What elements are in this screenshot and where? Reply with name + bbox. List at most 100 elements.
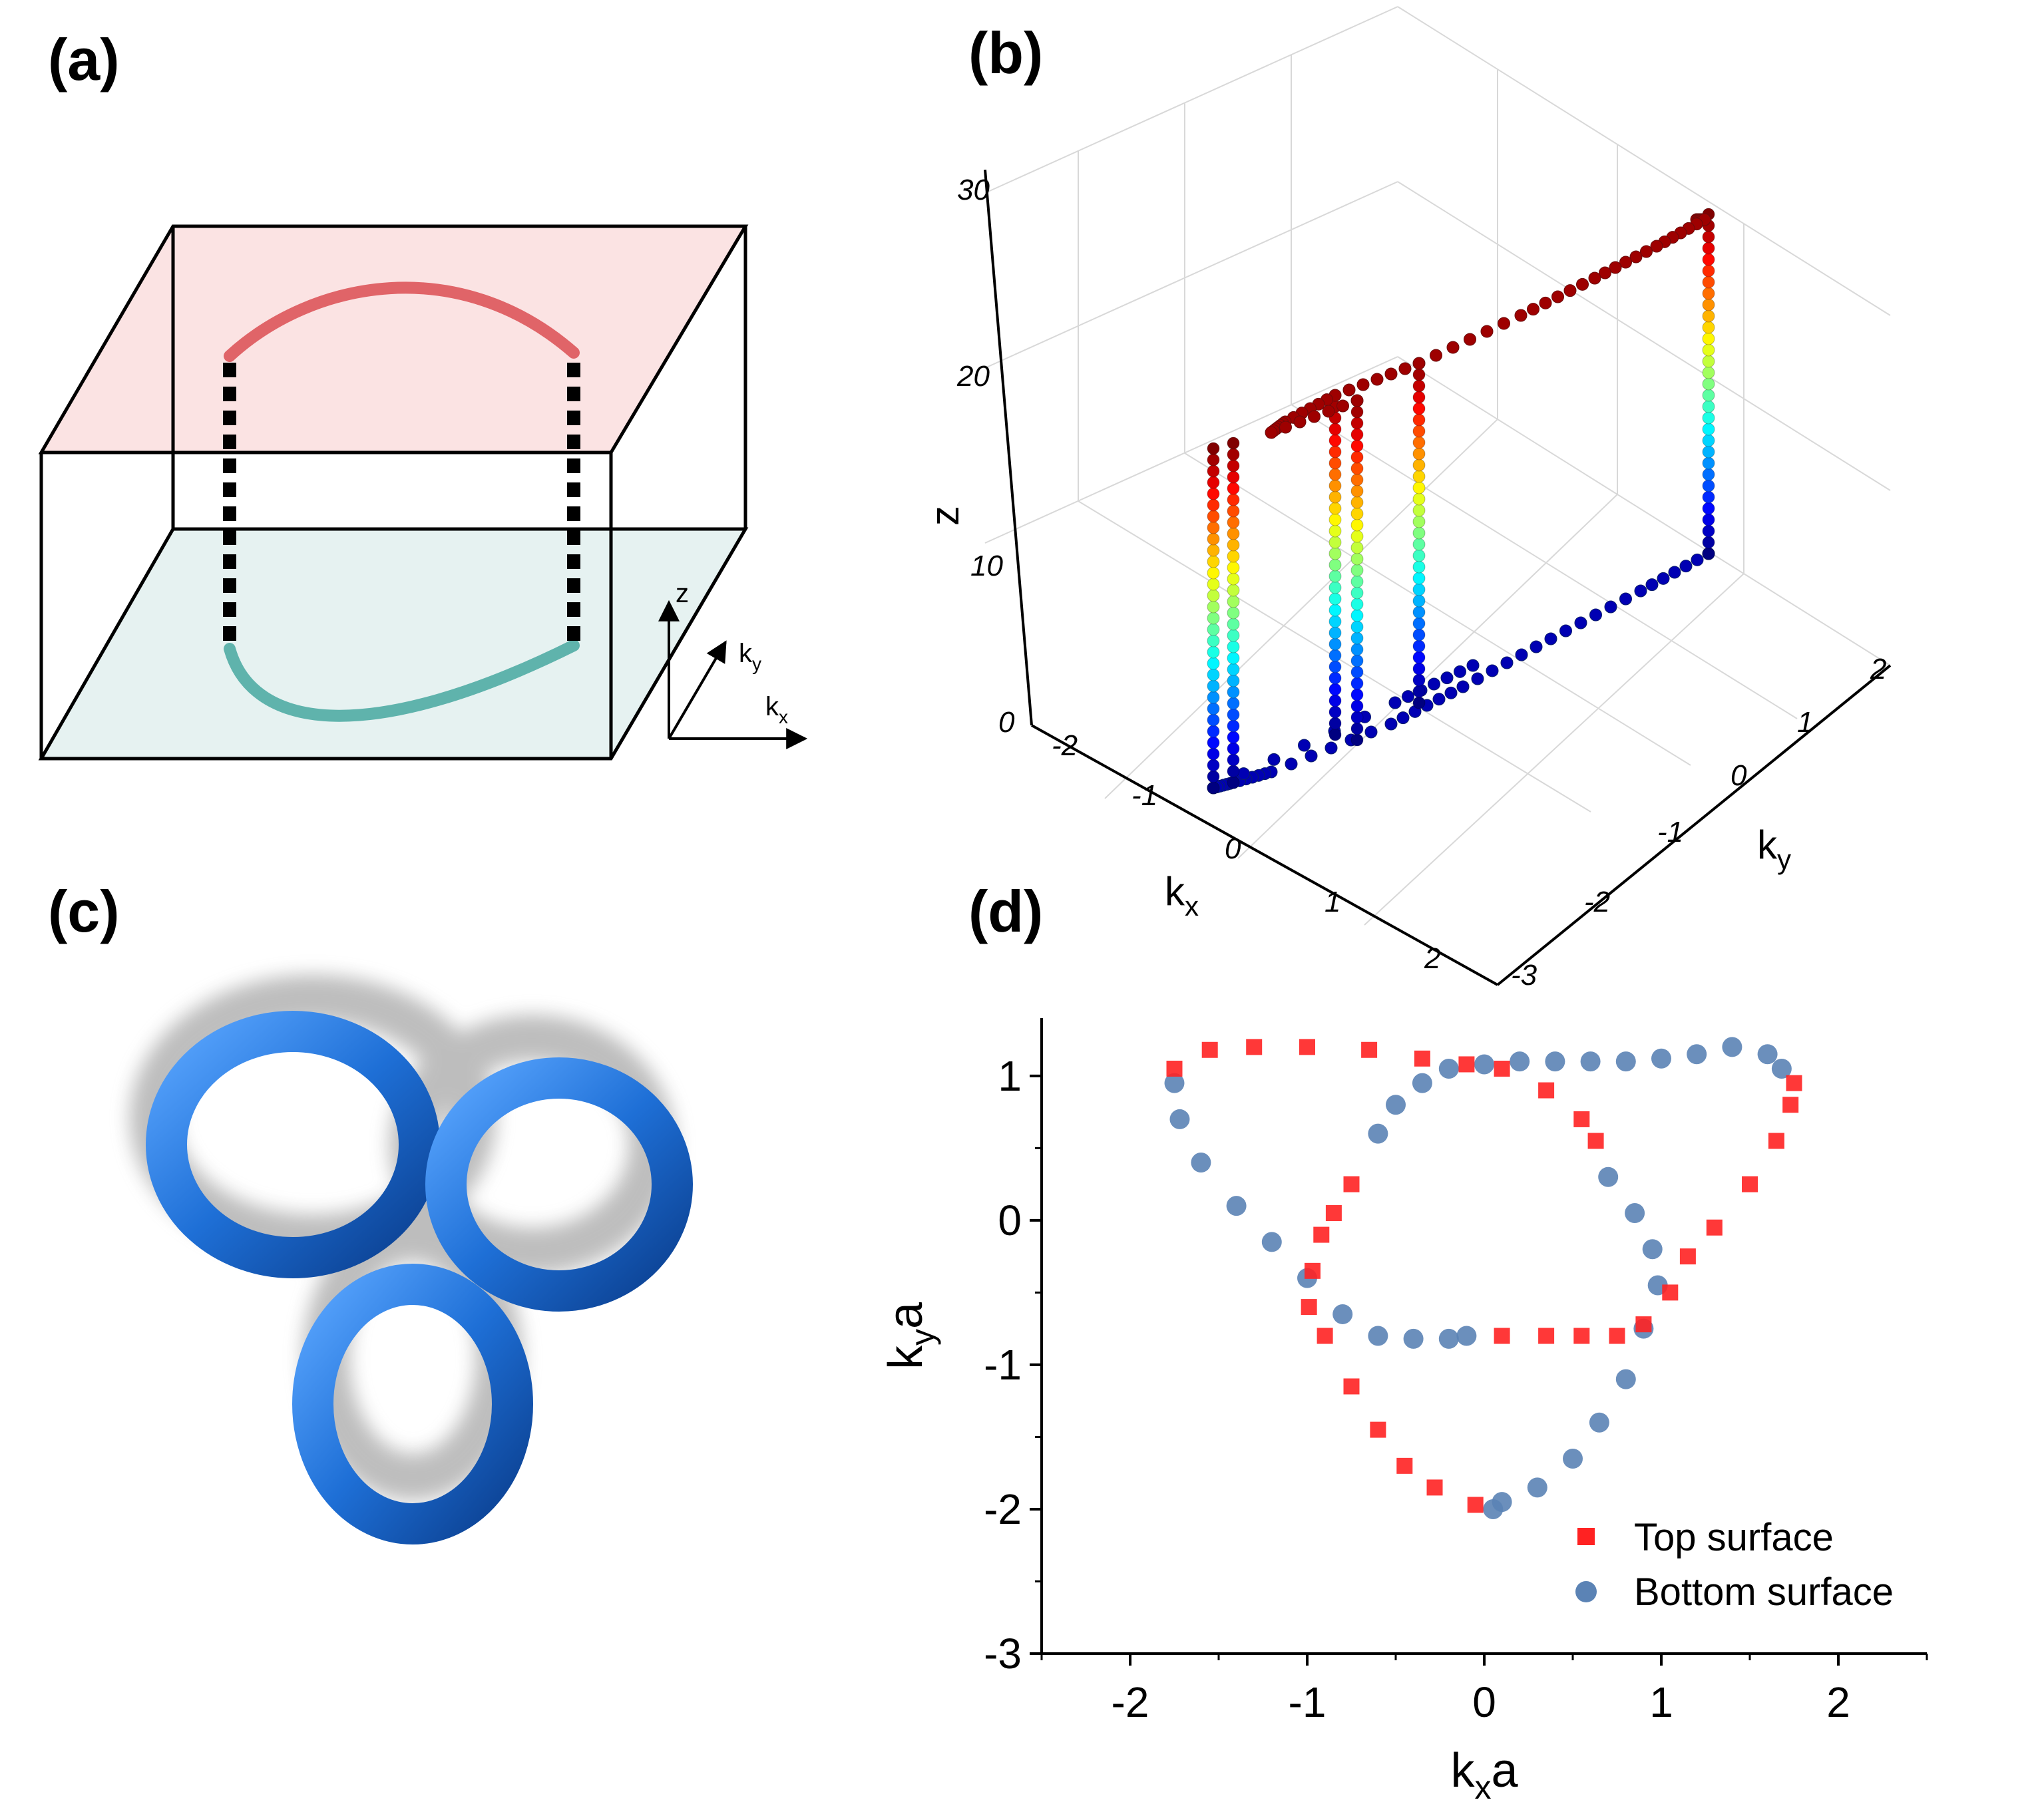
b-top-point (1480, 325, 1494, 338)
b-ky-label: ky (1757, 822, 1791, 875)
b-column-point (1702, 411, 1715, 425)
d-bottom-point (1771, 1058, 1792, 1079)
d-bottom-point (1438, 1058, 1459, 1079)
b-column-point (1702, 423, 1715, 436)
b-column-point (1207, 679, 1220, 693)
b-top-point (1412, 357, 1426, 370)
b-column-point (1350, 711, 1364, 724)
b-column-point (1350, 530, 1364, 543)
b-bottom-point (1679, 560, 1693, 573)
b-column-point (1350, 518, 1364, 532)
b-column-point (1412, 617, 1426, 630)
d-y-tick-label: -3 (984, 1630, 1022, 1678)
b-column-point (1329, 456, 1342, 470)
b-column-point (1412, 413, 1426, 427)
b-points (1207, 208, 1715, 795)
d-top-point (1494, 1328, 1510, 1344)
b-column-point (1329, 502, 1342, 515)
axes-glyph (658, 600, 808, 749)
b-column-point (1412, 481, 1426, 494)
b-column-point (1702, 343, 1715, 357)
d-points (1164, 1037, 1802, 1519)
b-column-point (1329, 479, 1342, 492)
b-column-point (1329, 592, 1342, 606)
b-column-point (1329, 423, 1342, 436)
d-bottom-point (1261, 1232, 1282, 1252)
b-column-point (1702, 355, 1715, 368)
b-column-point (1702, 468, 1715, 481)
d-top-point (1325, 1205, 1342, 1222)
b-bottom-point (1267, 753, 1281, 766)
panel-d-label: (d) (968, 878, 1043, 944)
b-column-point (1412, 526, 1426, 540)
panel-d: (d) -2 -1 0 1 2 -3 -2 -1 0 1 kxa kya Top surface Bot… (879, 878, 1928, 1806)
b-column-point (1227, 504, 1240, 518)
b-bottom-point (1396, 711, 1410, 725)
b-column-point (1227, 538, 1240, 552)
d-legend: Top surface Bottom surface (1575, 1516, 1894, 1614)
b-column-point (1207, 645, 1220, 659)
d-top-point (1370, 1421, 1386, 1438)
b-column-point (1207, 532, 1220, 546)
b-column-point (1412, 447, 1426, 460)
b-column-point (1329, 524, 1342, 538)
b-top-point (1640, 245, 1653, 258)
b-column-point (1412, 651, 1426, 664)
b-column-point (1207, 498, 1220, 512)
panel-c-label: (c) (48, 878, 120, 944)
d-axes: -2 -1 0 1 2 -3 -2 -1 0 1 kxa kya (879, 1018, 1928, 1806)
b-column-point (1702, 389, 1715, 402)
b-top-point (1498, 317, 1510, 330)
d-bottom-point (1642, 1239, 1663, 1260)
d-bottom-point (1412, 1073, 1432, 1093)
b-column-point (1329, 705, 1342, 719)
b-column-point (1207, 612, 1220, 625)
d-bottom-point (1456, 1326, 1477, 1346)
b-column-point (1329, 445, 1342, 458)
b-column-point (1702, 230, 1715, 244)
b-top-point (1619, 256, 1632, 269)
b-top-point (1370, 373, 1384, 386)
b-column-point (1350, 484, 1364, 498)
d-top-point (1609, 1328, 1625, 1344)
b-column-point (1350, 598, 1364, 611)
b-bottom-point (1691, 553, 1704, 566)
legend-bottom-label: Bottom surface (1634, 1570, 1894, 1614)
b-top-point (1576, 277, 1589, 291)
b-column-point (1350, 643, 1364, 656)
b-column-point (1702, 547, 1715, 560)
b-column-point (1702, 242, 1715, 255)
b-column-point (1207, 544, 1220, 557)
b-bottom-point (1471, 672, 1484, 685)
b-column-point (1207, 736, 1220, 749)
b-column-point (1329, 434, 1342, 447)
b-top-point (1551, 290, 1564, 303)
b-column-point (1329, 626, 1342, 639)
b-top-point (1563, 284, 1577, 297)
b-bottom-point (1325, 741, 1338, 755)
b-column-point (1227, 765, 1240, 778)
b-bottom-point (1402, 690, 1414, 703)
d-top-point (1317, 1328, 1333, 1344)
b-bottom-point (1454, 665, 1466, 678)
b-column-point (1207, 600, 1220, 614)
b-column-point (1329, 717, 1342, 730)
b-column-point (1207, 453, 1220, 466)
b-column-point (1207, 759, 1220, 772)
b-column-point (1350, 428, 1364, 441)
panel-b-label: (b) (968, 20, 1043, 86)
b-column-point (1412, 696, 1426, 709)
d-bottom-point (1474, 1054, 1494, 1075)
b-top-point (1599, 266, 1611, 279)
b-ky-tick: -3 (1511, 959, 1537, 992)
b-column-point (1350, 417, 1364, 430)
b-bottom-point (1645, 578, 1659, 592)
b-column-point (1412, 379, 1426, 393)
b-column-point (1329, 513, 1342, 526)
b-bottom-point (1589, 608, 1602, 622)
b-top-point (1336, 399, 1349, 413)
d-x-tick-label: 0 (1472, 1678, 1496, 1726)
b-top-point (1322, 405, 1335, 418)
b-column-point (1702, 264, 1715, 277)
b-column-point (1227, 550, 1240, 563)
